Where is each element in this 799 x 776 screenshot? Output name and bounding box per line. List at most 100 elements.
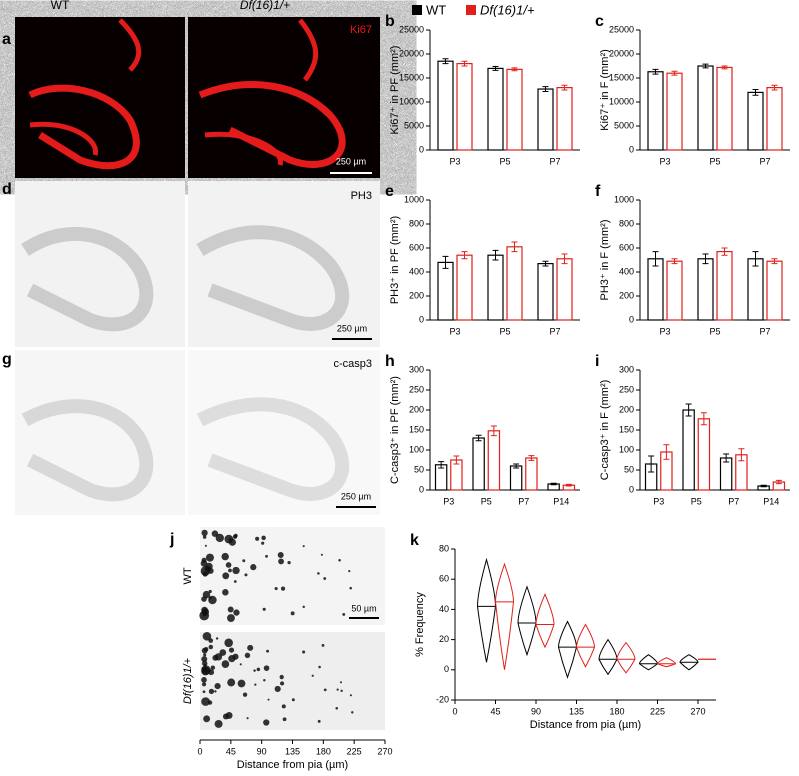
nucleus xyxy=(291,698,295,702)
nucleus xyxy=(227,678,236,687)
y-tick-label: 0 xyxy=(419,314,424,324)
nucleus xyxy=(228,568,232,573)
nucleus xyxy=(263,665,270,671)
y-tick-label: 50 xyxy=(414,464,424,474)
scale-label: 250 µm xyxy=(337,323,367,333)
nucleus xyxy=(263,678,266,682)
x-tick-label: P5 xyxy=(499,156,510,166)
tissue xyxy=(21,226,154,332)
nucleus xyxy=(277,552,284,558)
bar xyxy=(437,261,454,321)
x-tick-label: P5 xyxy=(481,496,492,506)
panel-label: d xyxy=(2,181,12,198)
error-bar xyxy=(738,448,745,462)
nucleus xyxy=(267,698,270,701)
x-tick-label: 270 xyxy=(377,746,392,756)
x-tick-label: P7 xyxy=(728,496,739,506)
nucleus xyxy=(201,677,207,683)
x-tick-label: P7 xyxy=(518,496,529,506)
nucleus xyxy=(228,538,236,546)
nucleus xyxy=(348,570,351,573)
bar xyxy=(487,430,501,491)
bar xyxy=(456,62,473,151)
nucleus xyxy=(255,536,260,541)
nucleus xyxy=(254,683,257,686)
nucleus xyxy=(201,682,207,687)
nucleus xyxy=(335,706,339,710)
nucleus xyxy=(202,631,212,641)
x-tick-label: 180 xyxy=(609,706,624,716)
y-axis-label: % Frequency xyxy=(414,592,426,657)
bar xyxy=(506,246,523,321)
nucleus xyxy=(202,535,207,539)
nucleus xyxy=(279,674,284,680)
y-tick-label: 25000 xyxy=(609,24,634,34)
y-axis-label: C-casp3⁺ in PF (mm²) xyxy=(389,376,401,484)
nucleus xyxy=(203,653,207,657)
nucleus xyxy=(282,717,287,722)
x-axis-label: Distance from pia (µm) xyxy=(237,759,348,771)
nucleus xyxy=(239,663,242,666)
error-bar xyxy=(442,58,449,65)
nucleus xyxy=(232,566,240,575)
panel-label: g xyxy=(2,351,12,368)
nucleus xyxy=(205,562,213,571)
scale-label: 250 µm xyxy=(336,156,366,166)
x-tick-label: 135 xyxy=(569,706,584,716)
error-bar xyxy=(700,412,707,426)
y-tick-label: 300 xyxy=(409,364,424,374)
x-tick-label: P7 xyxy=(759,156,770,166)
nucleus xyxy=(201,656,208,663)
error-bar xyxy=(760,484,767,488)
nucleus xyxy=(202,690,206,694)
bar xyxy=(487,67,504,151)
nucleus xyxy=(228,655,236,663)
nucleus xyxy=(224,638,233,648)
bar xyxy=(666,260,683,321)
violin xyxy=(535,593,555,649)
bar xyxy=(647,258,664,321)
legend-swatch xyxy=(412,5,422,15)
x-axis-label: Distance from pia (µm) xyxy=(530,719,641,731)
nucleus xyxy=(201,697,210,706)
nucleus xyxy=(290,611,295,616)
tissue xyxy=(198,81,346,168)
nucleus xyxy=(317,572,320,575)
y-tick-label: 15000 xyxy=(609,72,634,82)
violin xyxy=(598,638,618,676)
row-label: WT xyxy=(182,567,194,584)
error-bar xyxy=(648,455,655,473)
nucleus xyxy=(279,681,285,686)
violin xyxy=(476,557,497,663)
nucleus xyxy=(349,694,352,697)
nucleus xyxy=(250,564,257,571)
y-tick-label: 5000 xyxy=(614,120,634,130)
x-tick-label: P5 xyxy=(709,326,720,336)
nucleus xyxy=(221,660,230,668)
nucleus xyxy=(219,649,227,656)
nucleus xyxy=(203,664,207,667)
nucleus xyxy=(280,586,286,591)
violin xyxy=(656,657,677,668)
error-bar xyxy=(652,68,659,75)
tissue xyxy=(28,84,140,170)
error-bar xyxy=(453,455,460,465)
nucleus xyxy=(203,666,207,670)
error-bar xyxy=(550,482,557,486)
error-bar xyxy=(511,67,518,72)
panel-label: h xyxy=(385,353,395,370)
bar xyxy=(716,251,733,321)
bar xyxy=(647,71,664,151)
y-axis-label: Ki67⁺ in F (mm²) xyxy=(599,49,611,131)
y-tick-label: 800 xyxy=(409,218,424,228)
bar xyxy=(766,260,783,321)
nucleus xyxy=(274,685,281,693)
error-bar xyxy=(721,65,728,70)
tissue xyxy=(298,18,319,82)
legend-label: Df(16)1/+ xyxy=(480,2,535,17)
y-tick-label: 300 xyxy=(619,364,634,374)
bar xyxy=(697,418,711,491)
error-bar xyxy=(723,453,730,463)
bar xyxy=(682,409,695,491)
